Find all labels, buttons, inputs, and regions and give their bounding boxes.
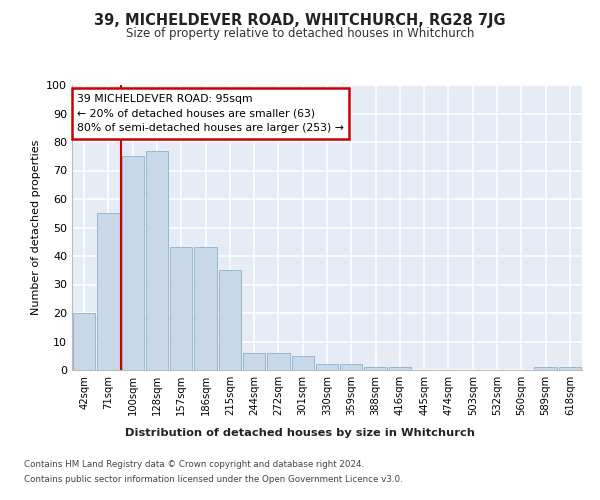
Text: 39 MICHELDEVER ROAD: 95sqm
← 20% of detached houses are smaller (63)
80% of semi: 39 MICHELDEVER ROAD: 95sqm ← 20% of deta… [77, 94, 344, 133]
Bar [194, 248, 217, 370]
Bar [340, 364, 362, 370]
Text: Contains HM Land Registry data © Crown copyright and database right 2024.: Contains HM Land Registry data © Crown c… [24, 460, 364, 469]
Bar [559, 367, 581, 370]
Bar [243, 353, 265, 370]
Bar [389, 367, 411, 370]
Bar [316, 364, 338, 370]
Y-axis label: Number of detached properties: Number of detached properties [31, 140, 41, 315]
Bar [364, 367, 387, 370]
Text: 39, MICHELDEVER ROAD, WHITCHURCH, RG28 7JG: 39, MICHELDEVER ROAD, WHITCHURCH, RG28 7… [94, 12, 506, 28]
Bar [170, 248, 193, 370]
Bar [218, 270, 241, 370]
Bar [97, 213, 119, 370]
Bar [73, 313, 95, 370]
Bar [146, 150, 168, 370]
Text: Size of property relative to detached houses in Whitchurch: Size of property relative to detached ho… [126, 28, 474, 40]
Bar [292, 356, 314, 370]
Text: Distribution of detached houses by size in Whitchurch: Distribution of detached houses by size … [125, 428, 475, 438]
Text: Contains public sector information licensed under the Open Government Licence v3: Contains public sector information licen… [24, 475, 403, 484]
Bar [122, 156, 144, 370]
Bar [267, 353, 290, 370]
Bar [535, 367, 557, 370]
